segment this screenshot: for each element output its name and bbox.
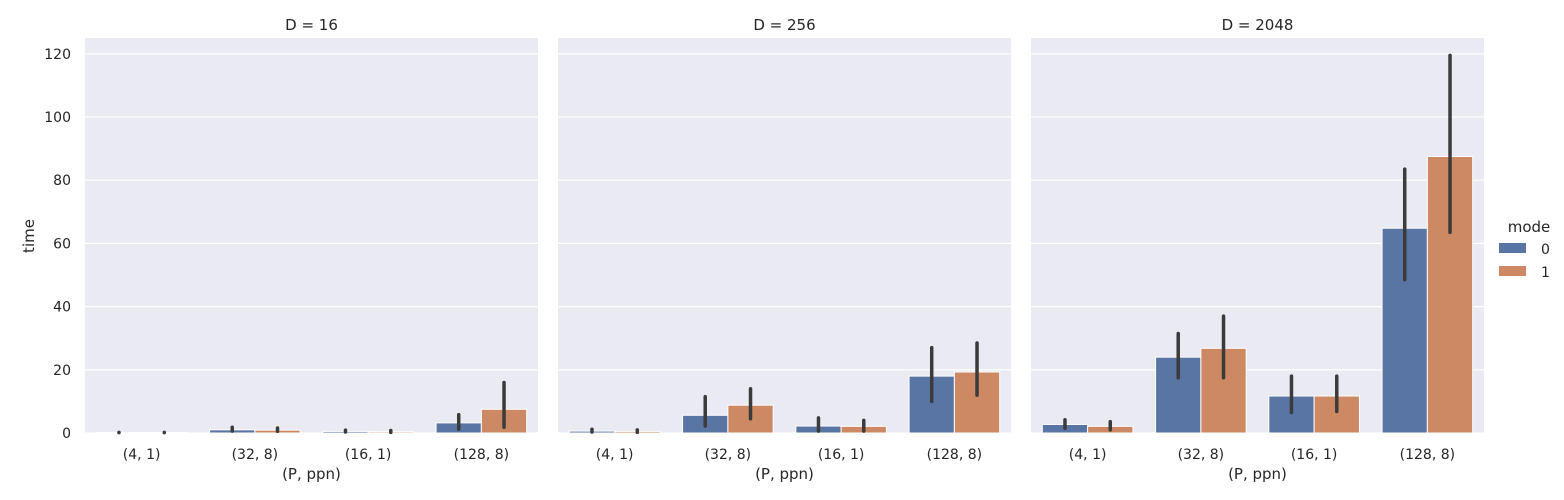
panel-title: D = 256 [753, 16, 815, 34]
facet-panel-2: D = 2048 (4, 1) (32, 8) (16, 1) (128, 8) (P, … [1031, 16, 1484, 483]
panel-background [558, 38, 1011, 433]
bar-mode-1 [1313, 395, 1360, 434]
x-tick-label: (4, 1) [123, 447, 161, 463]
facet-panel-1: D = 256 (4, 1) (32, 8) (16, 1) (128, 8) (P, p… [558, 16, 1011, 483]
legend-swatch-1 [1499, 266, 1526, 276]
y-tick-label: 20 [53, 363, 71, 379]
legend-label-0: 0 [1541, 242, 1550, 258]
facet-panel-0: 0 20 40 60 80 100 120 D = 16 (4, 1) (32, 8) (16, 1… [44, 16, 538, 483]
legend-label-1: 1 [1541, 265, 1550, 281]
panel-background [85, 38, 538, 433]
y-tick-label: 40 [53, 300, 71, 316]
y-tick-label: 80 [53, 173, 71, 189]
x-axis-label: (P, ppn) [282, 465, 341, 483]
legend: mode 0 1 [1499, 218, 1550, 281]
panel-title: D = 16 [285, 16, 338, 34]
panels-layer: 0 20 40 60 80 100 120 D = 16 (4, 1) (32, 8) (16, 1… [44, 16, 1484, 483]
y-tick-label: 100 [44, 110, 71, 126]
legend-title: mode [1508, 218, 1551, 236]
x-tick-label: (4, 1) [1069, 447, 1107, 463]
y-tick-label: 120 [44, 47, 71, 63]
y-tick-label: 60 [53, 236, 71, 252]
y-tick-label: 0 [62, 426, 71, 442]
x-tick-label: (32, 8) [232, 447, 279, 463]
x-axis-label: (P, ppn) [755, 465, 814, 483]
x-tick-label: (16, 1) [345, 447, 392, 463]
x-tick-label: (128, 8) [454, 447, 509, 463]
panel-title: D = 2048 [1222, 16, 1294, 34]
x-tick-label: (128, 8) [1400, 447, 1455, 463]
x-tick-label: (32, 8) [1178, 447, 1225, 463]
x-tick-label: (16, 1) [818, 447, 865, 463]
x-tick-label: (4, 1) [596, 447, 634, 463]
x-tick-label: (16, 1) [1291, 447, 1338, 463]
x-axis-label: (P, ppn) [1228, 465, 1287, 483]
y-axis-label: time [20, 219, 38, 253]
x-tick-label: (128, 8) [927, 447, 982, 463]
x-tick-label: (32, 8) [705, 447, 752, 463]
legend-swatch-0 [1499, 243, 1526, 253]
